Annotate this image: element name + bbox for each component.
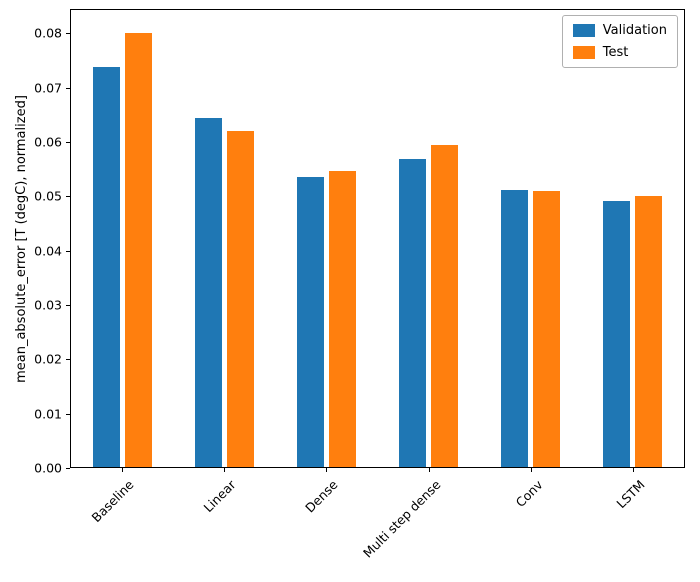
y-tick xyxy=(66,305,70,307)
bar-test-dense xyxy=(328,170,356,467)
y-tick-label: 0.00 xyxy=(34,460,62,476)
x-tick xyxy=(632,468,634,472)
legend-entry-test: Test xyxy=(572,45,667,60)
legend-label-validation: Validation xyxy=(602,23,667,38)
legend: Validation Test xyxy=(561,15,678,68)
bar-test-baseline xyxy=(124,33,152,467)
y-tick-label: 0.06 xyxy=(34,134,62,150)
x-tick-label-baseline: Baseline xyxy=(88,477,137,526)
y-tick xyxy=(66,87,70,89)
x-tick xyxy=(530,468,532,472)
y-tick-label: 0.08 xyxy=(34,25,62,41)
bar-test-multi-step-dense xyxy=(431,144,459,467)
bar-test-conv xyxy=(533,191,561,467)
legend-swatch-test xyxy=(572,46,595,59)
y-tick xyxy=(66,250,70,252)
y-tick-label: 0.07 xyxy=(34,80,62,96)
y-tick xyxy=(66,33,70,35)
y-tick xyxy=(66,142,70,144)
legend-label-test: Test xyxy=(602,45,629,60)
bar-validation-conv xyxy=(501,190,529,467)
y-tick xyxy=(66,413,70,415)
x-tick-label-linear: Linear xyxy=(200,477,239,516)
x-tick-label-lstm: LSTM xyxy=(613,477,648,512)
legend-swatch-validation xyxy=(572,24,595,37)
x-tick-label-multi-step-dense: Multi step dense xyxy=(359,477,444,561)
bar-validation-lstm xyxy=(603,200,631,467)
bar-test-linear xyxy=(226,130,254,467)
y-tick xyxy=(66,359,70,361)
bar-validation-multi-step-dense xyxy=(399,158,427,467)
y-tick-label: 0.01 xyxy=(34,406,62,422)
x-tick-label-dense: Dense xyxy=(302,477,342,516)
x-tick xyxy=(224,468,226,472)
y-tick-label: 0.02 xyxy=(34,351,62,367)
x-tick xyxy=(122,468,124,472)
y-tick-label: 0.03 xyxy=(34,297,62,313)
bar-validation-linear xyxy=(194,118,222,467)
y-tick xyxy=(66,468,70,469)
bar-validation-baseline xyxy=(92,66,120,467)
x-tick xyxy=(326,468,328,472)
y-tick-label: 0.05 xyxy=(34,188,62,204)
bar-test-lstm xyxy=(635,196,663,467)
y-tick-label: 0.04 xyxy=(34,243,62,259)
x-tick-label-conv: Conv xyxy=(512,477,546,511)
bar-validation-dense xyxy=(296,176,324,467)
y-tick xyxy=(66,196,70,198)
legend-entry-validation: Validation xyxy=(572,23,667,38)
x-tick xyxy=(428,468,430,472)
plot-area xyxy=(70,9,685,468)
